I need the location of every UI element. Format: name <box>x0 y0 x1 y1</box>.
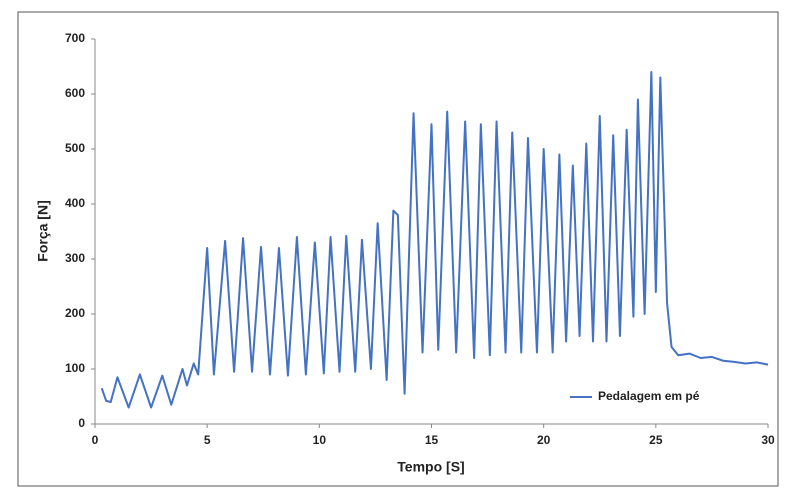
y-tick-label: 100 <box>65 361 85 375</box>
x-tick-label: 25 <box>649 433 663 447</box>
y-tick-label: 700 <box>65 31 85 45</box>
frame <box>17 11 779 487</box>
x-tick-label: 20 <box>537 433 551 447</box>
legend-label: Pedalagem em pé <box>598 389 700 403</box>
y-tick-label: 300 <box>65 251 85 265</box>
y-tick-label: 200 <box>65 306 85 320</box>
y-tick-label: 500 <box>65 141 85 155</box>
y-tick-label: 0 <box>78 416 85 430</box>
x-tick-label: 0 <box>92 433 99 447</box>
x-tick-label: 10 <box>313 433 327 447</box>
x-axis-label: Tempo [S] <box>397 459 464 475</box>
line <box>100 71 769 409</box>
x-tick-label: 15 <box>425 433 439 447</box>
y-tick-label: 400 <box>65 196 85 210</box>
y-tick-label: 600 <box>65 86 85 100</box>
x-tick-label: 5 <box>204 433 211 447</box>
x-tick-label: 30 <box>761 433 775 447</box>
y-axis-label: Força [N] <box>35 200 51 261</box>
